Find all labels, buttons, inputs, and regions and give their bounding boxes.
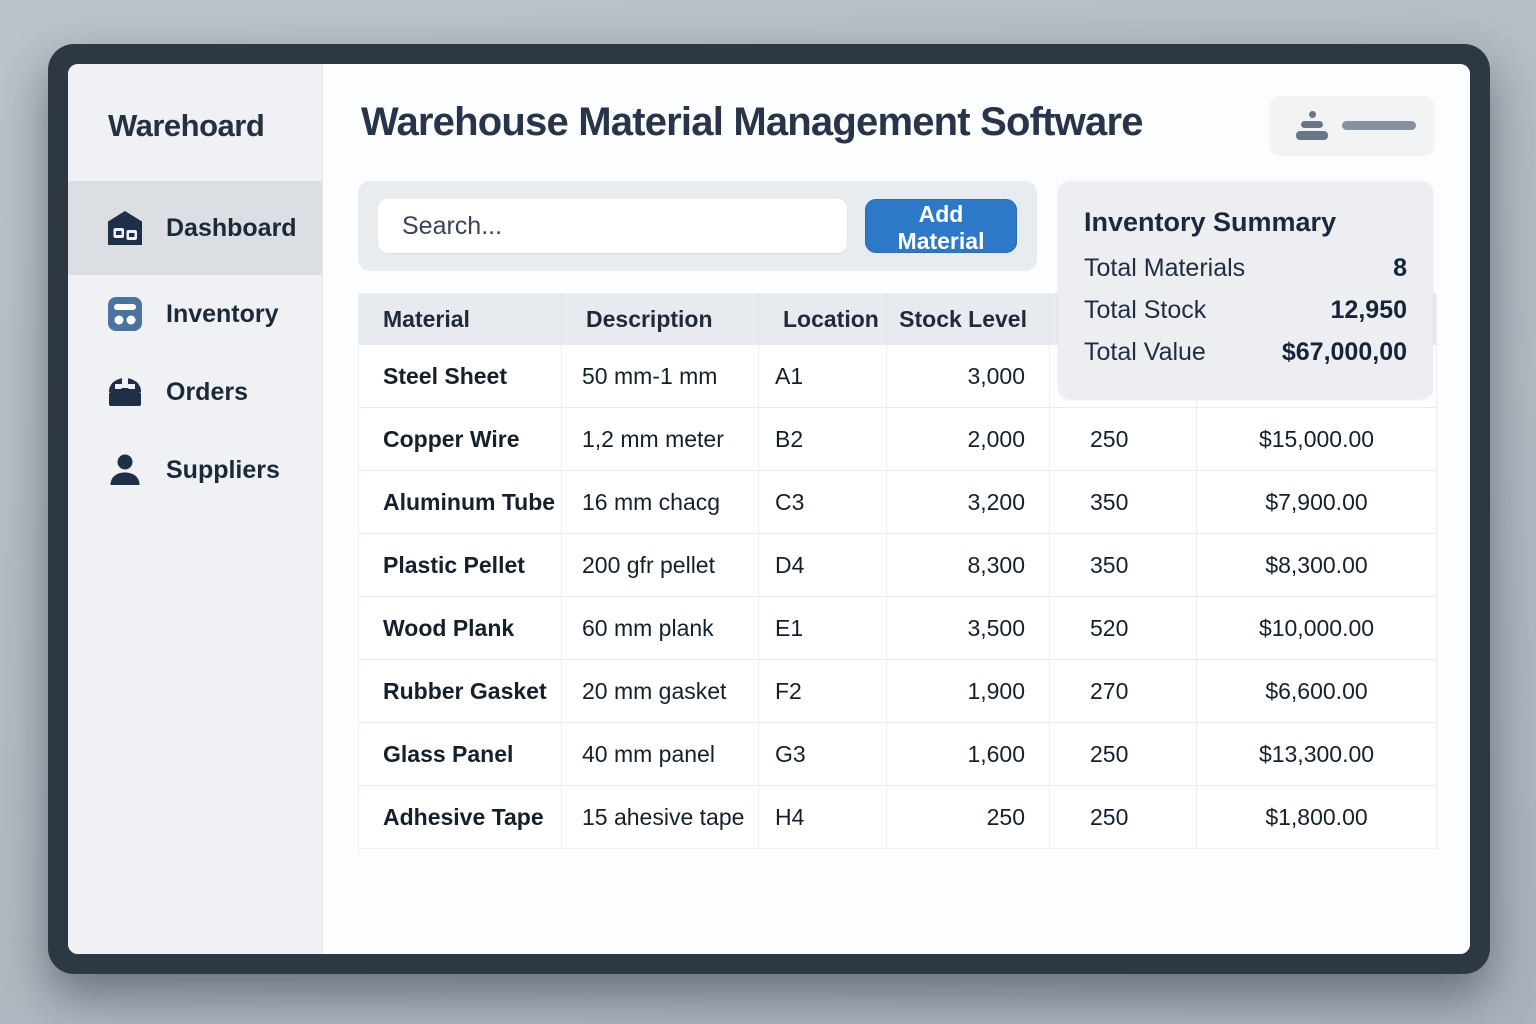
main-content: Warehouse Material Management Software A… bbox=[323, 64, 1470, 954]
materials-table-container: Material Description Location Stock Level S… bbox=[358, 293, 1437, 849]
table-cell: D4 bbox=[758, 533, 887, 597]
sidebar-item-dashboard[interactable]: Dashboard bbox=[68, 181, 322, 275]
table-cell: H4 bbox=[758, 785, 887, 849]
table-cell: 250 bbox=[1049, 722, 1197, 786]
inventory-summary-card: Inventory Summary Total Materials 8 Tota… bbox=[1058, 181, 1433, 399]
table-cell: Plastic Pellet bbox=[358, 533, 562, 597]
sidebar-item-suppliers[interactable]: Suppliers bbox=[68, 431, 322, 509]
table-cell: E1 bbox=[758, 596, 887, 660]
profile-widget[interactable] bbox=[1270, 96, 1434, 154]
table-cell: C3 bbox=[758, 470, 887, 534]
table-cell: 520 bbox=[1049, 596, 1197, 660]
table-cell: B2 bbox=[758, 407, 887, 471]
table-cell: 60 mm plank bbox=[561, 596, 759, 660]
app-window: Warehoard Dashboard bbox=[68, 64, 1470, 954]
user-icon bbox=[1296, 110, 1328, 140]
column-header: Material bbox=[358, 293, 562, 345]
table-cell: 350 bbox=[1049, 533, 1197, 597]
sidebar-item-label: Suppliers bbox=[166, 455, 280, 484]
table-cell: 8,300 bbox=[886, 533, 1050, 597]
column-header: Stock Level bbox=[886, 293, 1050, 345]
table-cell: G3 bbox=[758, 722, 887, 786]
table-cell: 1,2 mm meter bbox=[561, 407, 759, 471]
table-row[interactable]: Rubber Gasket 20 mm gasket F2 1,900 270 $6,60… bbox=[358, 659, 1437, 723]
table-cell: 1,900 bbox=[886, 659, 1050, 723]
table-cell: 50 mm-1 mm bbox=[561, 344, 759, 408]
table-cell: 350 bbox=[1049, 470, 1197, 534]
order-box-icon bbox=[104, 371, 146, 413]
summary-row-total-materials: Total Materials 8 bbox=[1084, 254, 1407, 283]
table-cell: Glass Panel bbox=[358, 722, 562, 786]
summary-value: 12,950 bbox=[1330, 296, 1407, 324]
table-cell: $8,300.00 bbox=[1196, 533, 1437, 597]
summary-row-total-stock: Total Stock 12,950 bbox=[1084, 296, 1407, 325]
table-cell: 3,200 bbox=[886, 470, 1050, 534]
sidebar-item-label: Inventory bbox=[166, 299, 279, 328]
table-cell: $1,800.00 bbox=[1196, 785, 1437, 849]
inventory-box-icon bbox=[104, 293, 146, 335]
table-cell: 3,500 bbox=[886, 596, 1050, 660]
table-cell: $7,900.00 bbox=[1196, 470, 1437, 534]
sidebar-item-orders[interactable]: Orders bbox=[68, 353, 322, 431]
summary-label: Total Stock bbox=[1084, 296, 1207, 324]
table-cell: $15,000.00 bbox=[1196, 407, 1437, 471]
table-cell: 270 bbox=[1049, 659, 1197, 723]
table-cell: 3,000 bbox=[886, 344, 1050, 408]
summary-value: $67,000,00 bbox=[1281, 338, 1407, 366]
table-cell: 2,000 bbox=[886, 407, 1050, 471]
sidebar-nav: Dashboard Inventory bbox=[68, 181, 322, 509]
summary-label: Total Materials bbox=[1084, 254, 1246, 282]
add-material-button[interactable]: Add Material bbox=[865, 199, 1017, 254]
table-cell: 200 gfr pellet bbox=[561, 533, 759, 597]
search-input[interactable] bbox=[378, 199, 847, 253]
table-cell: 250 bbox=[1049, 785, 1197, 849]
summary-row-total-value: Total Value $67,000,00 bbox=[1084, 338, 1407, 367]
table-cell: 16 mm chacg bbox=[561, 470, 759, 534]
table-cell: Adhesive Tape bbox=[358, 785, 562, 849]
table-cell: Copper Wire bbox=[358, 407, 562, 471]
table-cell: 250 bbox=[1049, 407, 1197, 471]
table-cell: A1 bbox=[758, 344, 887, 408]
table-row[interactable]: Plastic Pellet 200 gfr pellet D4 8,300 350 $8… bbox=[358, 533, 1437, 597]
table-row[interactable]: Adhesive Tape 15 ahesive tape H4 250 250 $1,8… bbox=[358, 785, 1437, 849]
table-row[interactable]: Wood Plank 60 mm plank E1 3,500 520 $10,000.0… bbox=[358, 596, 1437, 660]
summary-label: Total Value bbox=[1084, 338, 1206, 366]
toolbar: Add Material bbox=[358, 181, 1037, 271]
table-cell: $13,300.00 bbox=[1196, 722, 1437, 786]
column-header: Description bbox=[561, 293, 759, 345]
summary-value: 8 bbox=[1393, 254, 1407, 282]
table-cell: 250 bbox=[886, 785, 1050, 849]
menu-bar-icon bbox=[1342, 120, 1416, 130]
window-frame: Warehoard Dashboard bbox=[48, 44, 1490, 974]
table-cell: 1,600 bbox=[886, 722, 1050, 786]
table-row[interactable]: Glass Panel 40 mm panel G3 1,600 250 $13,300.… bbox=[358, 722, 1437, 786]
table-cell: 20 mm gasket bbox=[561, 659, 759, 723]
table-cell: $6,600.00 bbox=[1196, 659, 1437, 723]
warehouse-icon bbox=[104, 207, 146, 249]
column-header: Location bbox=[758, 293, 887, 345]
materials-table: Material Description Location Stock Level S… bbox=[358, 293, 1437, 849]
table-row[interactable]: Aluminum Tube 16 mm chacg C3 3,200 350 $7,900… bbox=[358, 470, 1437, 534]
table-cell: F2 bbox=[758, 659, 887, 723]
person-icon bbox=[104, 449, 146, 491]
sidebar-item-label: Dashboard bbox=[166, 213, 297, 242]
page-title: Warehouse Material Management Software bbox=[361, 100, 1143, 144]
table-cell: Steel Sheet bbox=[358, 344, 562, 408]
table-row[interactable]: Copper Wire 1,2 mm meter B2 2,000 250 $15,000… bbox=[358, 407, 1437, 471]
table-cell: Aluminum Tube bbox=[358, 470, 562, 534]
app-logo: Warehoard bbox=[108, 108, 265, 143]
table-cell: 15 ahesive tape bbox=[561, 785, 759, 849]
table-cell: 40 mm panel bbox=[561, 722, 759, 786]
sidebar: Warehoard Dashboard bbox=[68, 64, 323, 954]
table-cell: Rubber Gasket bbox=[358, 659, 562, 723]
summary-title: Inventory Summary bbox=[1084, 207, 1337, 237]
table-cell: Wood Plank bbox=[358, 596, 562, 660]
sidebar-item-label: Orders bbox=[166, 377, 248, 406]
table-cell: $10,000.00 bbox=[1196, 596, 1437, 660]
sidebar-item-inventory[interactable]: Inventory bbox=[68, 275, 322, 353]
